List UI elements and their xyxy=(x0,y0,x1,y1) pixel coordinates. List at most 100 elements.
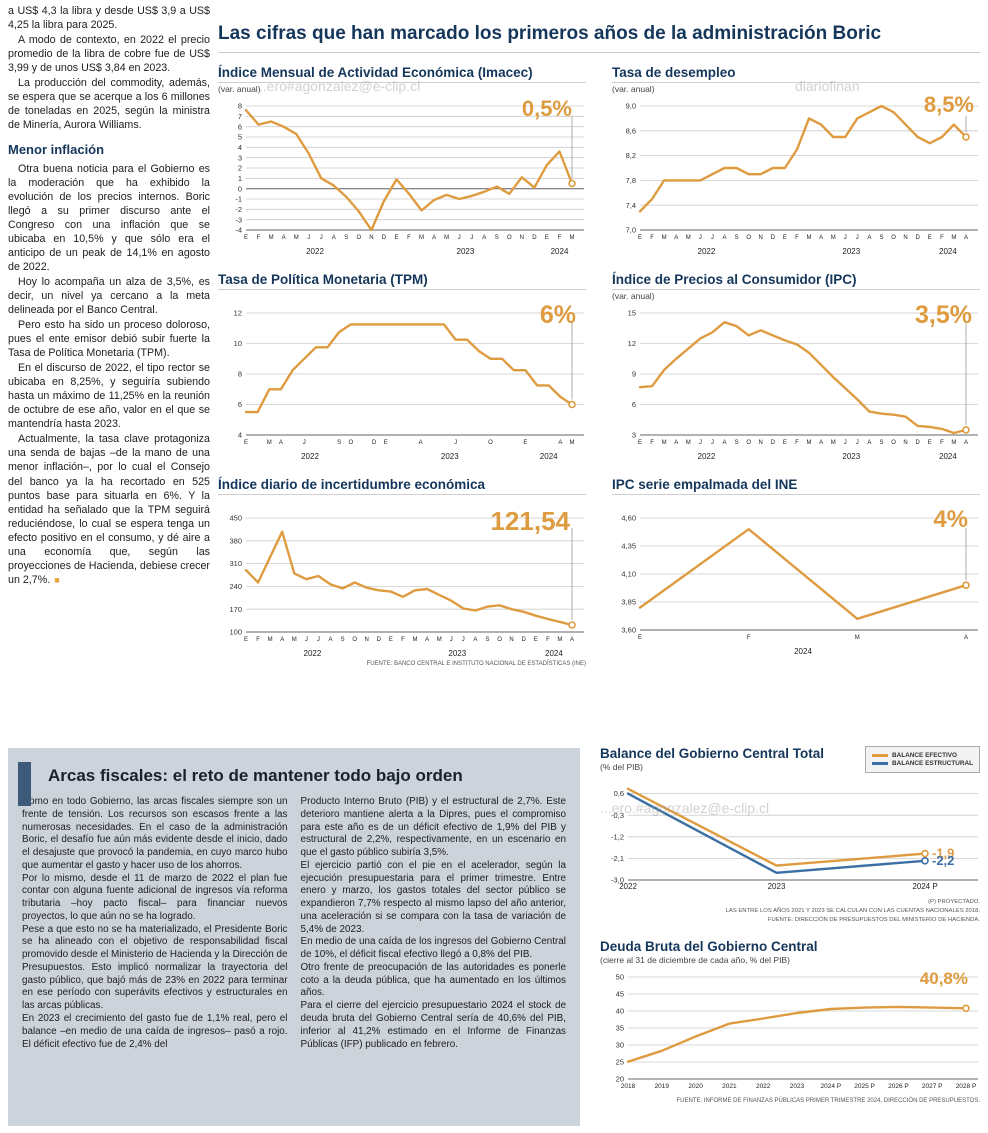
chart-subtitle-imacec: (var. anual) xyxy=(218,84,261,95)
charts-section: Las cifras que han marcado los primeros … xyxy=(218,10,980,667)
svg-text:A: A xyxy=(419,440,423,446)
svg-text:-2,1: -2,1 xyxy=(611,854,624,863)
chart-card-ipc: Índice de Precios al Consumidor (IPC) (v… xyxy=(612,272,980,461)
svg-text:F: F xyxy=(401,637,405,643)
svg-text:J: J xyxy=(454,440,457,446)
chart-card-deuda: Deuda Bruta del Gobierno Central (cierre… xyxy=(600,939,980,1104)
paragraph: Por lo mismo, desde el 11 de marzo de 20… xyxy=(22,872,288,922)
paragraph: Actualmente, la tasa clave protagoniza u… xyxy=(8,432,210,586)
svg-text:E: E xyxy=(389,637,393,643)
svg-text:O: O xyxy=(352,637,357,643)
article-subhead: Menor inflación xyxy=(8,142,105,158)
svg-text:E: E xyxy=(928,235,932,241)
chart-subtitle-ipc: (var. anual) xyxy=(612,291,655,302)
incertidumbre-line-chart: 450 380 310 240 170 100 E F M A M J J A S O N D E F M A M J J A S O… xyxy=(218,506,586,658)
svg-text:8,2: 8,2 xyxy=(626,152,636,161)
svg-text:8,6: 8,6 xyxy=(626,127,636,136)
svg-text:D: D xyxy=(382,235,387,241)
svg-text:2026 P: 2026 P xyxy=(888,1083,909,1090)
svg-text:-3,0: -3,0 xyxy=(611,876,624,885)
svg-text:J: J xyxy=(458,235,461,241)
svg-text:D: D xyxy=(377,637,382,643)
svg-text:240: 240 xyxy=(229,582,242,591)
svg-text:J: J xyxy=(462,637,465,643)
svg-text:J: J xyxy=(307,235,310,241)
svg-text:M: M xyxy=(686,440,691,446)
svg-text:3: 3 xyxy=(632,431,636,440)
svg-text:2027 P: 2027 P xyxy=(922,1083,943,1090)
svg-text:A: A xyxy=(279,440,283,446)
svg-text:A: A xyxy=(332,235,336,241)
svg-text:-2: -2 xyxy=(235,205,242,214)
svg-text:J: J xyxy=(699,235,702,241)
svg-text:S: S xyxy=(735,440,739,446)
svg-text:A: A xyxy=(964,235,968,241)
svg-text:O: O xyxy=(891,440,896,446)
svg-text:3,60: 3,60 xyxy=(621,626,636,635)
svg-text:E: E xyxy=(638,235,642,241)
svg-text:1: 1 xyxy=(238,174,242,183)
svg-text:170: 170 xyxy=(229,605,242,614)
chart-title-incertidumbre: Índice diario de incertidumbre económica xyxy=(218,477,586,496)
svg-text:A: A xyxy=(819,440,823,446)
svg-text:7,0: 7,0 xyxy=(626,226,636,235)
article-paragraphs-bottom: Otra buena noticia para el Gobierno es l… xyxy=(8,162,210,586)
chart-title-ipc-empalmada: IPC serie empalmada del INE xyxy=(612,477,980,496)
svg-text:M: M xyxy=(831,235,836,241)
svg-text:2018: 2018 xyxy=(621,1083,636,1090)
bottom-right-charts: Balance del Gobierno Central Total (% de… xyxy=(600,746,980,1104)
svg-text:2022: 2022 xyxy=(698,452,716,461)
svg-text:-4: -4 xyxy=(235,226,242,235)
svg-text:50: 50 xyxy=(616,973,624,982)
imacec-line-chart: 8 7 6 5 4 3 2 1 0 -1 -2 -3 -4 E F M A M J J A S O N D E F M A M J J A S O N… xyxy=(218,96,586,256)
svg-text:A: A xyxy=(558,440,562,446)
chart-card-tpm: Tasa de Política Monetaria (TPM) 12 10 8 6 4… xyxy=(218,272,586,461)
svg-text:310: 310 xyxy=(229,560,242,569)
paragraph: En medio de una caída de los ingresos de… xyxy=(300,936,567,961)
ipc-latest-value: 3,5% xyxy=(915,301,972,330)
footnote-cuentas-nacionales: LAS ENTRE LOS AÑOS 2021 Y 2023 SE CALCUL… xyxy=(725,908,980,915)
svg-text:E: E xyxy=(523,440,527,446)
svg-text:J: J xyxy=(305,637,308,643)
paragraph: Otra buena noticia para el Gobierno es l… xyxy=(8,163,210,274)
svg-text:O: O xyxy=(356,235,361,241)
paragraph: En el discurso de 2022, el tipo rector s… xyxy=(8,362,210,431)
title-accent-bar xyxy=(18,762,31,806)
svg-text:S: S xyxy=(344,235,348,241)
chart-title-balance: Balance del Gobierno Central Total xyxy=(600,746,825,761)
chart-card-imacec: Índice Mensual de Actividad Económica (I… xyxy=(218,65,586,256)
svg-text:8: 8 xyxy=(238,370,242,379)
svg-text:4,10: 4,10 xyxy=(621,570,636,579)
svg-text:M: M xyxy=(419,235,424,241)
svg-text:J: J xyxy=(711,440,714,446)
svg-text:A: A xyxy=(722,235,726,241)
svg-text:9,0: 9,0 xyxy=(626,102,636,111)
estructural-swatch-icon xyxy=(872,762,889,765)
svg-text:15: 15 xyxy=(628,309,636,318)
svg-text:D: D xyxy=(532,235,537,241)
fiscal-panel: Arcas fiscales: el reto de mantener todo… xyxy=(8,748,580,1126)
svg-text:M: M xyxy=(686,235,691,241)
chart-card-incertidumbre: Índice diario de incertidumbre económica… xyxy=(218,477,586,667)
svg-text:0,6: 0,6 xyxy=(614,789,624,798)
svg-text:2023: 2023 xyxy=(842,247,860,256)
tpm-latest-value: 6% xyxy=(539,301,576,330)
svg-text:F: F xyxy=(650,440,654,446)
svg-text:6: 6 xyxy=(238,401,242,410)
paragraph: Otro frente de preocupación de las autor… xyxy=(300,961,567,999)
svg-text:D: D xyxy=(522,637,527,643)
svg-text:M: M xyxy=(951,440,956,446)
svg-text:-1: -1 xyxy=(235,195,242,204)
svg-text:J: J xyxy=(711,235,714,241)
svg-text:A: A xyxy=(282,235,286,241)
svg-text:F: F xyxy=(747,635,751,641)
paragraph: A modo de contexto, en 2022 el precio pr… xyxy=(8,34,210,75)
svg-text:M: M xyxy=(444,235,449,241)
fiscal-column-1: Como en todo Gobierno, las arcas fiscale… xyxy=(22,796,288,1051)
svg-text:12: 12 xyxy=(628,340,636,349)
svg-text:E: E xyxy=(244,637,248,643)
svg-text:D: D xyxy=(771,440,776,446)
svg-text:J: J xyxy=(856,235,859,241)
svg-text:2024 P: 2024 P xyxy=(912,882,937,891)
efectivo-swatch-icon xyxy=(872,753,889,757)
